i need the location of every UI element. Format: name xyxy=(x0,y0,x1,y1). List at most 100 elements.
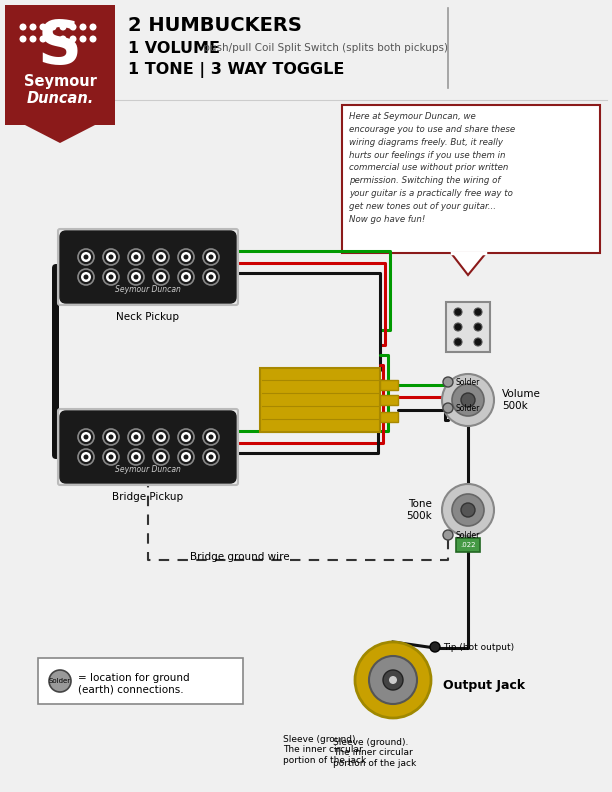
Circle shape xyxy=(452,384,484,416)
Circle shape xyxy=(59,36,67,43)
Circle shape xyxy=(206,432,216,442)
Circle shape xyxy=(209,435,214,440)
Circle shape xyxy=(203,269,219,285)
Circle shape xyxy=(159,455,163,459)
Circle shape xyxy=(81,272,91,282)
Circle shape xyxy=(83,435,89,440)
Circle shape xyxy=(203,249,219,265)
Circle shape xyxy=(81,452,91,462)
Text: Output Jack: Output Jack xyxy=(443,679,525,691)
Circle shape xyxy=(29,24,37,31)
Circle shape xyxy=(184,275,188,280)
Circle shape xyxy=(159,254,163,260)
Circle shape xyxy=(103,269,119,285)
Circle shape xyxy=(133,455,138,459)
Circle shape xyxy=(153,269,169,285)
Text: Tone
500k: Tone 500k xyxy=(406,499,432,521)
Circle shape xyxy=(133,275,138,280)
Circle shape xyxy=(83,254,89,260)
Circle shape xyxy=(209,455,214,459)
Circle shape xyxy=(153,449,169,465)
Text: Tip (hot output): Tip (hot output) xyxy=(443,642,514,652)
Circle shape xyxy=(80,36,86,43)
Circle shape xyxy=(81,432,91,442)
Circle shape xyxy=(156,432,166,442)
Circle shape xyxy=(108,254,113,260)
Circle shape xyxy=(389,676,397,684)
Circle shape xyxy=(83,455,89,459)
Circle shape xyxy=(81,252,91,262)
Circle shape xyxy=(106,272,116,282)
Text: Sleeve (ground).
The inner circular
portion of the jack: Sleeve (ground). The inner circular port… xyxy=(283,735,366,765)
Text: Solder: Solder xyxy=(456,378,480,386)
Circle shape xyxy=(108,435,113,440)
FancyBboxPatch shape xyxy=(446,302,490,352)
FancyBboxPatch shape xyxy=(260,368,380,432)
Circle shape xyxy=(103,449,119,465)
Circle shape xyxy=(128,429,144,445)
Circle shape xyxy=(70,36,76,43)
Circle shape xyxy=(184,254,188,260)
Circle shape xyxy=(78,269,94,285)
Text: Solder: Solder xyxy=(456,531,480,539)
Circle shape xyxy=(184,455,188,459)
Circle shape xyxy=(474,308,482,316)
Circle shape xyxy=(203,429,219,445)
Text: Here at Seymour Duncan, we
encourage you to use and share these
wiring diagrams : Here at Seymour Duncan, we encourage you… xyxy=(349,112,515,224)
Circle shape xyxy=(49,670,71,692)
Circle shape xyxy=(103,249,119,265)
Circle shape xyxy=(106,452,116,462)
Circle shape xyxy=(430,642,440,652)
Circle shape xyxy=(442,484,494,536)
Circle shape xyxy=(40,24,47,31)
Circle shape xyxy=(461,503,475,517)
Circle shape xyxy=(78,249,94,265)
Circle shape xyxy=(181,432,191,442)
Text: Seymour Duncan: Seymour Duncan xyxy=(115,464,181,474)
Circle shape xyxy=(50,24,56,31)
Circle shape xyxy=(70,24,76,31)
Circle shape xyxy=(40,36,47,43)
Circle shape xyxy=(181,252,191,262)
Text: Bridge Pickup: Bridge Pickup xyxy=(113,492,184,502)
Circle shape xyxy=(108,275,113,280)
Circle shape xyxy=(83,275,89,280)
Text: S: S xyxy=(38,17,82,77)
Circle shape xyxy=(461,393,475,407)
Circle shape xyxy=(454,308,462,316)
Circle shape xyxy=(454,338,462,346)
Text: 2 HUMBUCKERS: 2 HUMBUCKERS xyxy=(128,16,302,35)
Circle shape xyxy=(78,429,94,445)
Circle shape xyxy=(59,24,67,31)
Circle shape xyxy=(178,429,194,445)
FancyBboxPatch shape xyxy=(58,229,238,305)
FancyBboxPatch shape xyxy=(60,411,236,483)
Text: 1 TONE | 3 WAY TOGGLE: 1 TONE | 3 WAY TOGGLE xyxy=(128,62,345,78)
Circle shape xyxy=(103,429,119,445)
Bar xyxy=(380,380,398,390)
Circle shape xyxy=(209,275,214,280)
FancyBboxPatch shape xyxy=(342,105,600,253)
Text: Bridge ground wire: Bridge ground wire xyxy=(190,552,289,562)
Bar xyxy=(5,5,115,125)
Circle shape xyxy=(181,272,191,282)
Text: Neck Pickup: Neck Pickup xyxy=(116,312,179,322)
Circle shape xyxy=(443,403,453,413)
Circle shape xyxy=(184,435,188,440)
Circle shape xyxy=(156,272,166,282)
Circle shape xyxy=(206,252,216,262)
Circle shape xyxy=(153,249,169,265)
Circle shape xyxy=(181,452,191,462)
Circle shape xyxy=(178,449,194,465)
Circle shape xyxy=(133,254,138,260)
Polygon shape xyxy=(451,253,486,275)
Circle shape xyxy=(108,455,113,459)
Circle shape xyxy=(131,432,141,442)
Circle shape xyxy=(452,494,484,526)
Circle shape xyxy=(133,435,138,440)
Circle shape xyxy=(383,670,403,690)
Text: Seymour: Seymour xyxy=(24,74,97,89)
Circle shape xyxy=(80,24,86,31)
Circle shape xyxy=(131,272,141,282)
Circle shape xyxy=(50,36,56,43)
